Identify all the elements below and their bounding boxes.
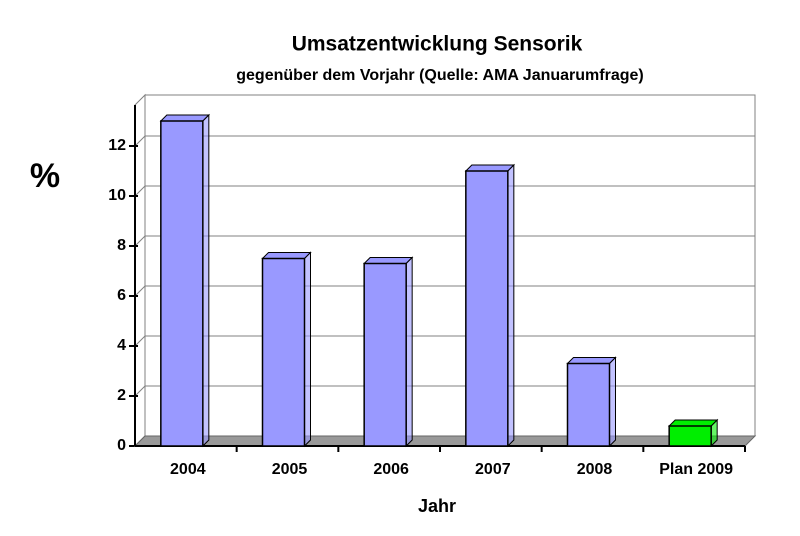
bar-side: [609, 356, 616, 448]
y-tick-label: 0: [117, 437, 126, 454]
bar-top: [362, 257, 414, 264]
floor: [133, 435, 757, 447]
x-tick-label: 2008: [577, 461, 613, 478]
bar-top: [159, 114, 211, 122]
grid-line: [134, 135, 146, 147]
y-axis-label: %: [30, 157, 60, 195]
y-tick-label: 6: [117, 287, 126, 304]
y-tick-label: 2: [117, 387, 126, 404]
bar: [363, 262, 407, 447]
bar: [566, 362, 611, 447]
bar-top: [464, 164, 516, 172]
chart-subtitle: gegenüber dem Vorjahr (Quelle: AMA Janua…: [236, 67, 643, 84]
grid-line: [134, 335, 146, 347]
x-tick-label: 2007: [475, 461, 511, 478]
bar-side: [405, 256, 413, 448]
bar-side: [304, 251, 311, 448]
y-tick-label: 4: [117, 337, 126, 354]
y-tick-label: 12: [108, 137, 126, 154]
bar-top: [667, 419, 719, 427]
bar-top: [566, 357, 617, 364]
chart-title: Umsatzentwicklung Sensorik: [292, 33, 583, 56]
grid-line: [134, 385, 146, 397]
y-tick-label: 10: [108, 187, 126, 204]
bar: [261, 257, 306, 447]
x-tick-label: 2005: [272, 461, 308, 478]
bar: [668, 425, 712, 447]
x-tick-label: 2004: [170, 461, 206, 478]
bar-top: [261, 252, 312, 259]
x-tick-label: Plan 2009: [659, 461, 733, 478]
grid-line: [134, 185, 146, 197]
grid-line: [134, 285, 146, 297]
side-wall: [134, 93, 146, 448]
grid-line: [134, 235, 146, 247]
plot-wall: [144, 94, 756, 437]
bar: [465, 170, 509, 447]
y-tick-label: 8: [117, 237, 126, 254]
x-tick-label: 2006: [373, 461, 409, 478]
bar-side: [507, 163, 515, 448]
x-axis-label: Jahr: [418, 496, 456, 516]
bar: [160, 120, 204, 447]
bar-side: [202, 113, 210, 448]
